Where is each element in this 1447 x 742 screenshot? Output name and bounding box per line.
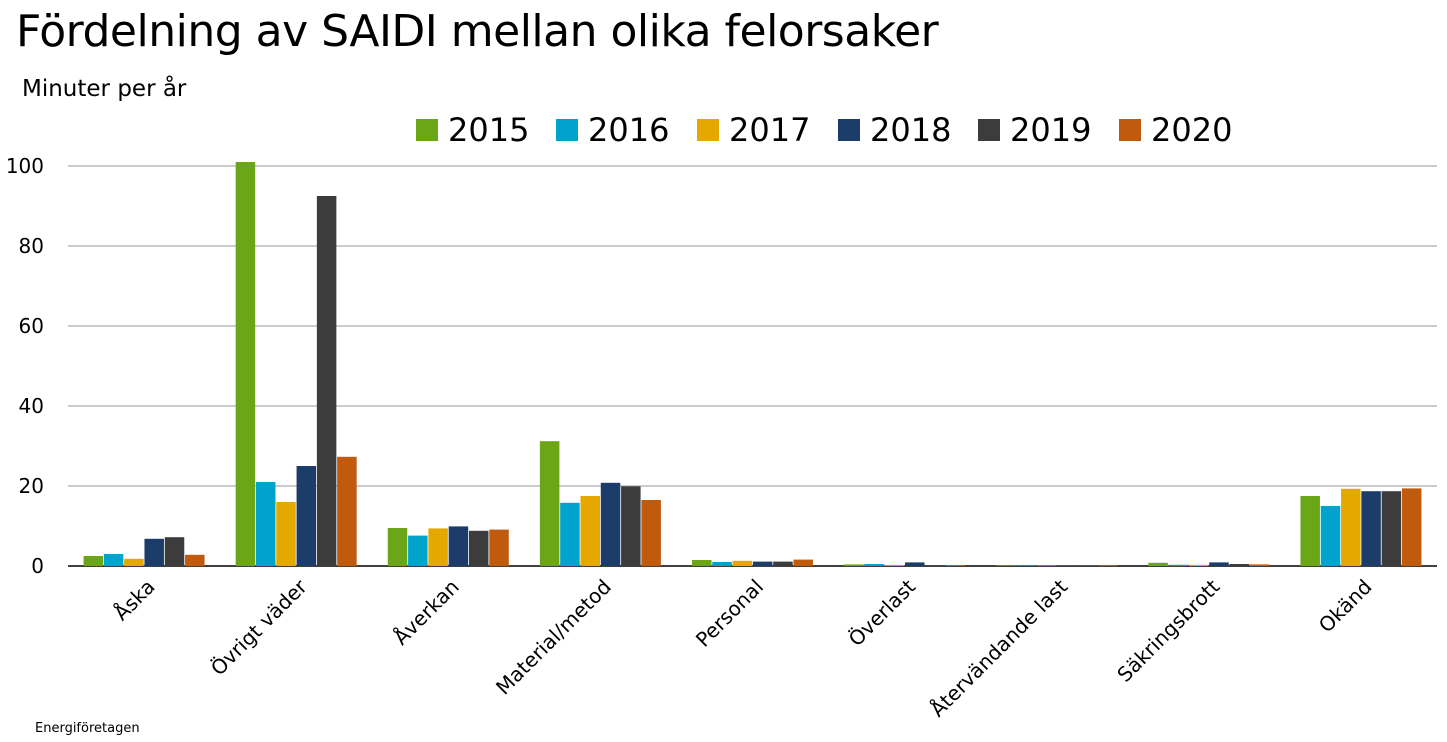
bar-2016	[408, 535, 428, 566]
bar-2018	[296, 466, 317, 566]
bar-2019	[1381, 491, 1402, 566]
bar-2017	[1341, 488, 1361, 566]
bar-2019	[1229, 564, 1250, 566]
bar-2017	[884, 565, 905, 566]
legend-swatch-2017	[697, 119, 719, 141]
bar-2016	[560, 502, 580, 566]
bar-2016	[712, 562, 732, 566]
bar-2018	[1361, 491, 1381, 566]
x-tick-label: Återvändande last	[925, 574, 1072, 721]
bar-2018	[905, 562, 925, 566]
legend-label: 2019	[1010, 111, 1091, 149]
bar-2015	[1300, 496, 1320, 566]
bar-2015	[1148, 562, 1168, 566]
bar-2015	[539, 441, 560, 566]
x-tick-labels: Åska Övrigt väder Åverkan Material/metod Per…	[109, 574, 1377, 722]
y-tick-label: 0	[31, 554, 44, 578]
bar-2018	[600, 482, 621, 566]
x-tick-label: Personal	[691, 575, 768, 652]
source-label: Energiföretagen	[35, 721, 140, 736]
bar-2019	[621, 486, 641, 566]
legend-swatch-2020	[1119, 119, 1141, 141]
bar-2018	[448, 526, 469, 566]
bar-2019	[773, 561, 793, 566]
bar-2015	[235, 162, 256, 566]
bar-2016	[864, 564, 884, 566]
bar-2020	[1249, 564, 1270, 566]
legend-label: 2020	[1151, 111, 1232, 149]
bar-2019	[468, 530, 489, 566]
bar-2017	[1188, 564, 1209, 566]
x-tick-label: Överlast	[844, 574, 921, 651]
bar-2019	[164, 537, 185, 566]
bar-2020	[337, 456, 357, 566]
legend-swatch-2016	[556, 119, 578, 141]
x-tick-label: Okänd	[1314, 575, 1377, 638]
bar-2018	[1209, 562, 1229, 566]
x-tick-label: Åverkan	[389, 575, 464, 650]
legend: 2015 2016 2017 2018 2019 2020	[416, 111, 1232, 149]
legend-label: 2018	[870, 111, 951, 149]
x-tick-label: Säkringsbrott	[1112, 574, 1224, 686]
bar-2016	[103, 554, 124, 566]
chart-title: Fördelning av SAIDI mellan olika felorsa…	[16, 6, 939, 57]
y-tick-labels: 0 20 40 60 80 100	[6, 154, 44, 578]
bar-2020	[489, 529, 509, 566]
x-tick-label: Material/metod	[491, 575, 616, 700]
y-tick-label: 100	[6, 154, 44, 178]
bar-2020	[1401, 488, 1422, 566]
bar-2019	[316, 196, 337, 566]
legend-swatch-2018	[838, 119, 860, 141]
bar-2016	[1320, 506, 1341, 566]
y-tick-label: 80	[19, 234, 44, 258]
legend-swatch-2019	[978, 119, 1000, 141]
bar-2020	[641, 500, 661, 566]
y-axis-label: Minuter per år	[22, 76, 187, 102]
bar-2016	[255, 482, 276, 566]
bar-2015	[387, 528, 408, 566]
bar-2020	[945, 565, 966, 566]
bar-2017	[428, 528, 448, 566]
x-tick-label: Övrigt väder	[206, 574, 312, 680]
bar-2018	[752, 561, 773, 566]
legend-label: 2016	[588, 111, 669, 149]
bar-2015	[692, 560, 712, 566]
bars	[83, 162, 1422, 566]
bar-2015	[83, 556, 104, 566]
legend-swatch-2015	[416, 119, 438, 141]
bar-2016	[1168, 564, 1189, 566]
bar-2017	[580, 496, 600, 566]
bar-2017	[732, 560, 753, 566]
bar-2020	[793, 559, 813, 566]
bar-2017	[276, 502, 296, 566]
gridlines	[68, 165, 1437, 567]
bar-2015	[844, 564, 864, 566]
x-tick-label: Åska	[109, 575, 160, 626]
legend-label: 2017	[729, 111, 810, 149]
bar-2020	[185, 554, 205, 566]
y-tick-label: 20	[19, 474, 44, 498]
legend-label: 2015	[448, 111, 529, 149]
bar-2019	[925, 565, 945, 566]
bar-2017	[124, 558, 144, 566]
y-tick-label: 60	[19, 314, 44, 338]
y-tick-label: 40	[19, 394, 44, 418]
bar-2018	[144, 538, 164, 566]
